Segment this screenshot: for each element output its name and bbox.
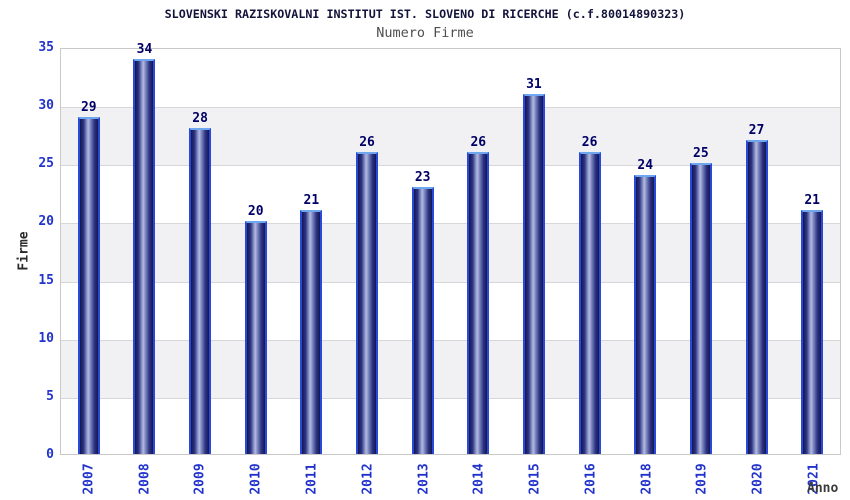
bar-group: 26 xyxy=(450,49,506,454)
bar-2008[interactable] xyxy=(133,58,156,454)
bar-group: 25 xyxy=(673,49,729,454)
bar-value-label: 21 xyxy=(804,192,820,208)
bar-2019[interactable] xyxy=(689,163,712,454)
x-tick-label: 2013 xyxy=(416,463,432,495)
x-tick-label: 2014 xyxy=(471,463,487,495)
bar-group: 29 xyxy=(61,49,117,454)
bar-value-label: 34 xyxy=(136,41,153,57)
bar-group: 20 xyxy=(228,49,284,454)
bar-2018[interactable] xyxy=(634,174,657,454)
y-axis-ticks: 0 5 10 15 20 25 30 35 xyxy=(0,40,54,462)
bar-group: 28 xyxy=(172,49,228,454)
bar-value-label: 25 xyxy=(693,146,709,162)
bar-value-label: 23 xyxy=(414,169,431,185)
y-tick-label: 5 xyxy=(46,388,54,404)
bar-group: 26 xyxy=(562,49,618,454)
bar-value-label: 31 xyxy=(526,76,542,92)
bar-value-label: 24 xyxy=(637,157,654,173)
bar-2015[interactable] xyxy=(522,93,545,454)
bar-2020[interactable] xyxy=(745,140,768,454)
y-tick-label: 15 xyxy=(38,272,54,288)
bar-2014[interactable] xyxy=(467,151,490,454)
x-tick-label: 2009 xyxy=(192,463,208,495)
bars-container: 29 34 28 20 21 26 23 26 31 26 24 25 27 21 xyxy=(61,42,840,454)
y-tick-label: 25 xyxy=(38,156,54,172)
x-tick-label: 2019 xyxy=(694,463,710,495)
y-tick-label: 30 xyxy=(38,98,54,114)
x-axis-title: Anno xyxy=(807,481,839,496)
bar-value-label: 20 xyxy=(247,204,264,220)
bar-value-label: 27 xyxy=(748,123,765,139)
y-tick-label: 20 xyxy=(38,214,54,230)
bar-2011[interactable] xyxy=(300,209,323,454)
bar-2021[interactable] xyxy=(801,209,824,454)
x-axis-ticks: 2007 2008 2009 2010 2011 2012 2013 2014 2015 2016… xyxy=(61,458,842,500)
bar-value-label: 26 xyxy=(470,134,487,150)
chart-subtitle: Numero Firme xyxy=(376,25,474,41)
x-tick-label: 2015 xyxy=(527,463,543,495)
bar-2016[interactable] xyxy=(578,151,601,454)
bar-group: 27 xyxy=(729,49,785,454)
bar-group: 21 xyxy=(784,49,840,454)
bar-value-label: 26 xyxy=(581,134,598,150)
x-tick-label: 2012 xyxy=(360,463,376,495)
bar-2007[interactable] xyxy=(77,116,100,454)
y-tick-label: 0 xyxy=(46,447,54,462)
plot-area: 29 34 28 20 21 26 23 26 31 26 24 25 27 21 xyxy=(60,42,841,455)
bar-value-label: 29 xyxy=(80,99,97,115)
bar-group: 21 xyxy=(284,49,340,454)
bar-group: 26 xyxy=(339,49,395,454)
bar-2012[interactable] xyxy=(356,151,379,454)
x-tick-label: 2007 xyxy=(81,463,97,495)
x-tick-label: 2008 xyxy=(137,463,153,495)
bar-2013[interactable] xyxy=(411,186,434,454)
x-tick-label: 2020 xyxy=(750,463,766,495)
chart-title: SLOVENSKI RAZISKOVALNI INSTITUT IST. SLO… xyxy=(164,7,686,21)
y-tick-label: 35 xyxy=(38,40,54,55)
bar-2009[interactable] xyxy=(189,128,212,454)
bar-value-label: 28 xyxy=(192,111,208,127)
bar-value-label: 26 xyxy=(359,134,375,150)
bar-group: 34 xyxy=(117,42,173,454)
x-tick-label: 2016 xyxy=(583,463,599,495)
bar-2010[interactable] xyxy=(244,221,267,454)
x-tick-label: 2018 xyxy=(639,463,655,495)
x-tick-label: 2011 xyxy=(304,463,320,495)
bar-group: 24 xyxy=(617,49,673,454)
bar-group: 31 xyxy=(506,49,562,454)
bar-value-label: 21 xyxy=(303,192,320,208)
bar-group: 23 xyxy=(395,49,451,454)
y-tick-label: 10 xyxy=(38,330,54,346)
x-tick-label: 2010 xyxy=(248,463,264,495)
